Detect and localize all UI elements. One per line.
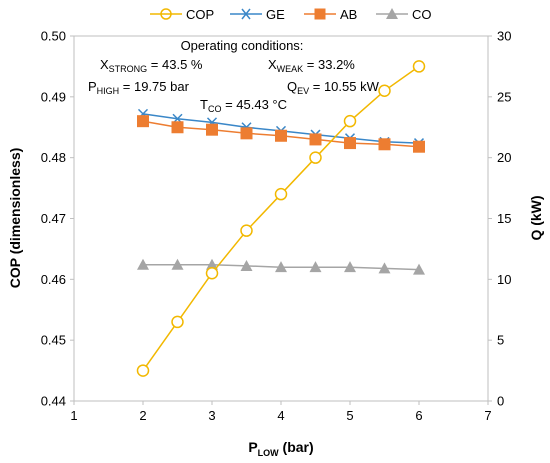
series-layer: [136, 60, 426, 377]
ab-point: [275, 129, 287, 142]
cop-point: [171, 315, 184, 329]
cop-point: [274, 187, 288, 201]
ab-point: [137, 115, 149, 128]
legend: COP GE AB CO: [150, 7, 432, 22]
series-co: [137, 258, 425, 275]
y-right-tick-label: 30: [497, 29, 511, 44]
y-right-tick-label: 15: [497, 211, 511, 226]
cop-point: [412, 60, 426, 73]
ab-point: [171, 121, 184, 134]
y-left-tick-label: 0.45: [41, 333, 66, 348]
cop-point: [309, 151, 322, 164]
legend-item-ab: AB: [304, 7, 357, 22]
ab-point: [413, 140, 425, 153]
annotation-heading: Operating conditions:: [181, 38, 304, 53]
annotation-q-ev: QEV = 10.55 kW: [287, 79, 380, 96]
legend-item-cop: COP: [150, 7, 214, 22]
co-point: [413, 263, 425, 275]
annotation-x-weak: XWEAK = 33.2%: [268, 57, 355, 74]
x-axis: 1 2 3 4 5 6 7: [70, 401, 492, 423]
x-tick-label: 7: [484, 408, 491, 423]
annotation-x-strong: XSTRONG = 43.5 %: [100, 57, 203, 74]
x-tick-label: 5: [346, 408, 353, 423]
cop-point: [378, 84, 391, 97]
ab-point: [206, 123, 218, 136]
cop-point: [240, 224, 253, 237]
ab-point: [378, 138, 391, 151]
cop-point: [343, 114, 357, 128]
series-line-cop: [142, 65, 420, 372]
co-point: [344, 261, 356, 273]
co-point: [206, 258, 218, 270]
y-right-tick-label: 5: [497, 333, 504, 348]
annotation-p-high: PHIGH = 19.75 bar: [88, 79, 190, 96]
cop-point: [136, 364, 150, 377]
y-axis-right-title: Q (kW): [528, 195, 544, 240]
ab-point: [309, 133, 322, 146]
co-point: [309, 261, 322, 273]
co-point: [240, 259, 253, 271]
co-point: [171, 258, 184, 270]
x-tick-label: 1: [70, 408, 77, 423]
y-left-tick-label: 0.47: [41, 211, 66, 226]
ab-point: [344, 137, 356, 150]
legend-label-ab: AB: [340, 7, 357, 22]
y-right-tick-label: 10: [497, 272, 511, 287]
ab-point: [240, 127, 253, 140]
legend-item-ge: GE: [230, 7, 285, 22]
operating-conditions: Operating conditions: XSTRONG = 43.5 % X…: [88, 38, 380, 114]
y-left-tick-label: 0.49: [41, 89, 66, 104]
co-point: [275, 261, 287, 273]
legend-item-co: CO: [376, 7, 432, 22]
x-tick-label: 3: [208, 408, 215, 423]
series-cop: [136, 60, 426, 377]
y-axis-right: 0 5 10 15 20 25 30: [488, 29, 511, 409]
legend-label-cop: COP: [186, 7, 214, 22]
series-ab: [137, 115, 425, 153]
y-right-tick-label: 20: [497, 150, 511, 165]
co-point: [137, 258, 149, 270]
x-tick-label: 4: [277, 408, 284, 423]
annotation-t-co: TCO = 45.43 °C: [200, 97, 287, 114]
y-left-tick-label: 0.44: [41, 394, 66, 409]
x-tick-label: 2: [139, 408, 146, 423]
y-axis-left-title: COP (dimensionless): [7, 148, 23, 289]
y-right-tick-label: 0: [497, 394, 504, 409]
cop-point: [205, 267, 219, 280]
legend-label-co: CO: [412, 7, 432, 22]
x-tick-label: 6: [415, 408, 422, 423]
co-point: [378, 262, 391, 274]
y-left-tick-label: 0.48: [41, 150, 66, 165]
y-left-tick-label: 0.50: [41, 29, 66, 44]
y-right-tick-label: 25: [497, 89, 511, 104]
x-axis-title: PLOW (bar): [248, 439, 313, 458]
y-axis-left: 0.44 0.45 0.46 0.47 0.48 0.49 0.50: [41, 29, 74, 409]
y-left-tick-label: 0.46: [41, 272, 66, 287]
legend-label-ge: GE: [266, 7, 285, 22]
